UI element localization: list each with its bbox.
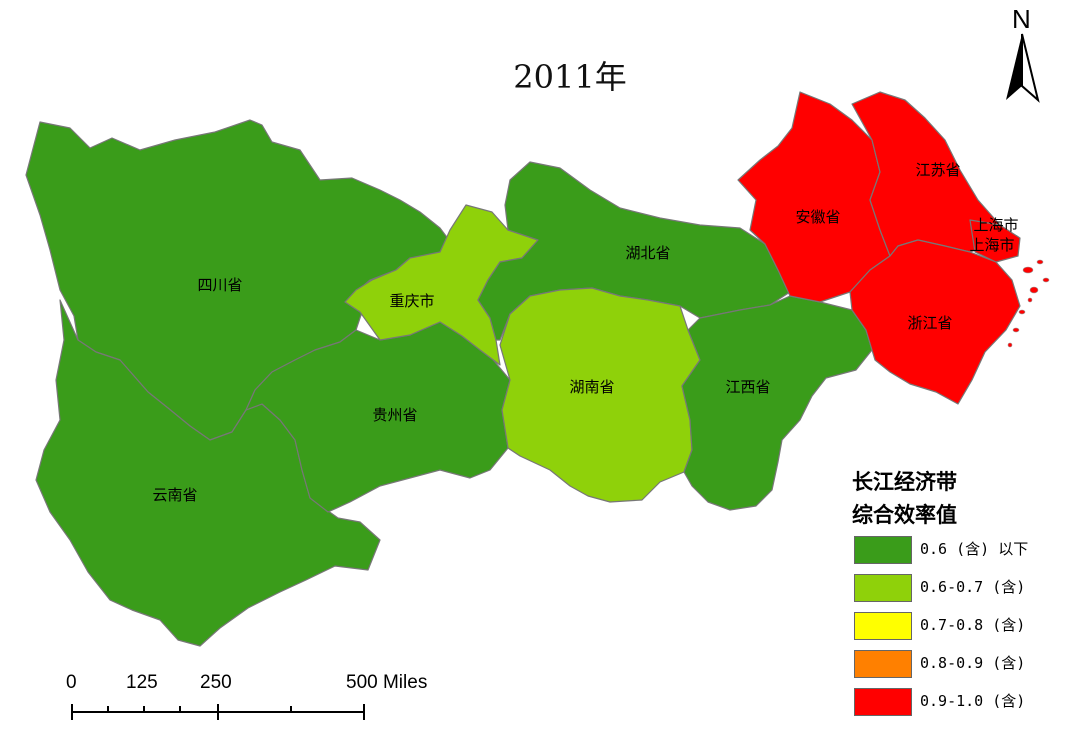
island-6 [1042,277,1050,283]
island-2 [1018,309,1026,315]
legend-swatch [854,536,912,564]
island-3 [1036,259,1044,265]
legend-title-line1: 长江经济带 [852,470,957,494]
north-arrow: N [998,4,1050,104]
legend-item: 0.8-0.9 (含) [852,646,1072,684]
legend-swatch [854,612,912,640]
island-5 [1027,297,1033,303]
legend-label: 0.6 (含) 以下 [920,540,1029,558]
scale-label-250: 250 [200,672,232,693]
legend-swatch [854,688,912,716]
legend-item: 0.7-0.8 (含) [852,608,1072,646]
label-jiangxi: 江西省 [725,378,770,396]
region-shanghai [969,219,1021,263]
legend-item: 0.6-0.7 (含) [852,570,1072,608]
legend-items: 0.6 (含) 以下 0.6-0.7 (含) 0.7-0.8 (含) 0.8-0.9 … [852,532,1072,722]
island-4 [1012,327,1020,333]
regions-layer [25,91,1050,647]
north-arrow-icon [1006,33,1040,103]
island-0 [1022,266,1034,274]
island-1 [1029,286,1039,294]
scale-label-125: 125 [126,672,158,693]
label-shanghai-duplicate: 上海市 [969,236,1014,254]
island-7 [1007,342,1013,348]
legend-label: 0.6-0.7 (含) [920,578,1026,596]
scale-label-500: 500 Miles [346,672,428,693]
scale-bar: 0 125 250 500 Miles [60,672,460,732]
label-sichuan: 四川省 [197,276,242,294]
region-jiangxi [681,295,873,511]
label-chongqing: 重庆市 [389,292,434,310]
legend-title-line2: 综合效率值 [852,503,957,527]
label-hunan: 湖南省 [569,378,614,396]
legend-label: 0.8-0.9 (含) [920,654,1026,672]
label-hubei: 湖北省 [625,244,670,262]
legend-label: 0.9-1.0 (含) [920,692,1026,710]
legend-label: 0.7-0.8 (含) [920,616,1026,634]
label-yunnan: 云南省 [152,486,197,504]
legend-item: 0.6 (含) 以下 [852,532,1072,570]
label-anhui: 安徽省 [795,208,840,226]
legend: 长江经济带 综合效率值 0.6 (含) 以下 0.6-0.7 (含) 0.7-0.8… [852,466,1072,722]
legend-swatch [854,650,912,678]
label-jiangsu: 江苏省 [915,161,960,179]
north-letter: N [1012,4,1031,34]
label-shanghai: 上海市 [973,216,1018,234]
scale-label-0: 0 [66,672,77,693]
region-zhejiang [849,239,1021,405]
map-title: 2011年 [513,58,627,96]
legend-swatch [854,574,912,602]
label-guizhou: 贵州省 [372,406,417,424]
scale-ruler [71,704,365,720]
legend-item: 0.9-1.0 (含) [852,684,1072,722]
label-zhejiang: 浙江省 [907,314,952,332]
region-yunnan [35,299,381,647]
